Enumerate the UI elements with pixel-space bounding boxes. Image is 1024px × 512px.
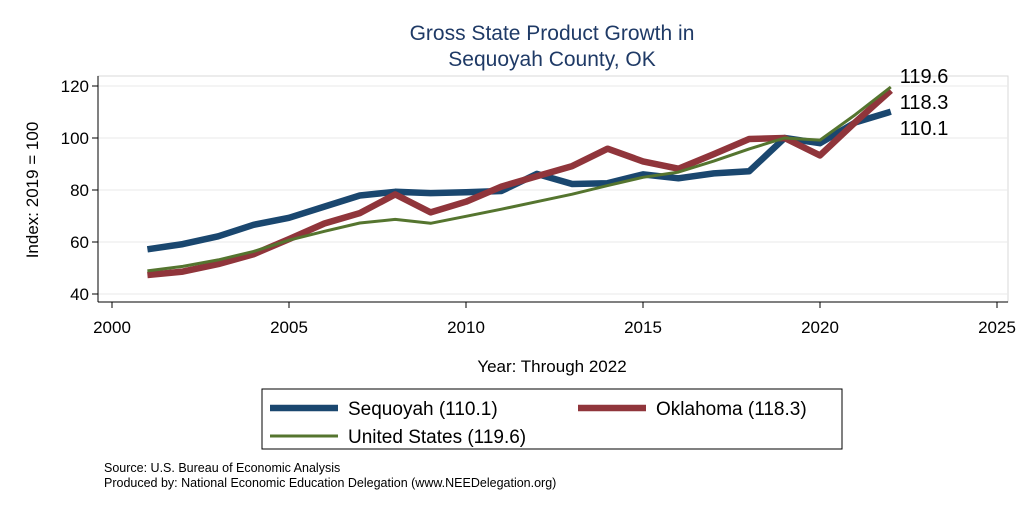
source-note: Source: U.S. Bureau of Economic Analysis — [104, 461, 340, 475]
legend-box — [261, 388, 843, 450]
x-tick-label-2005: 2005 — [270, 318, 308, 337]
y-tick-label-60: 60 — [70, 233, 89, 252]
y-tick-label-40: 40 — [70, 285, 89, 304]
x-axis-title: Year: Through 2022 — [477, 357, 626, 376]
x-tick-label-2025: 2025 — [978, 318, 1016, 337]
x-tick-label-2015: 2015 — [624, 318, 662, 337]
x-tick-label-2020: 2020 — [801, 318, 839, 337]
end-label-sequoyah: 110.1 — [900, 118, 949, 140]
y-tick-label-100: 100 — [61, 129, 89, 148]
y-tick-label-80: 80 — [70, 181, 89, 200]
legend-label-oklahoma: Oklahoma (118.3) — [656, 399, 807, 420]
series-layer — [146, 85, 893, 279]
end-label-united-states: 119.6 — [900, 66, 949, 88]
end-labels: 119.6 118.3 110.1 — [900, 66, 949, 140]
legend-label-sequoyah: Sequoyah (110.1) — [348, 399, 498, 420]
x-tick-label-2000: 2000 — [93, 318, 131, 337]
produced-by-note: Produced by: National Economic Education… — [104, 476, 556, 490]
series-line-united-states — [147, 85, 892, 273]
legend-label-united-states: United States (119.6) — [348, 427, 526, 448]
end-label-oklahoma: 118.3 — [900, 92, 949, 114]
legend: Sequoyah (110.1) Oklahoma (118.3) United S… — [261, 388, 843, 450]
x-tick-label-2010: 2010 — [447, 318, 485, 337]
chart-title-line-2: Sequoyah County, OK — [448, 48, 655, 71]
y-tick-label-120: 120 — [61, 77, 89, 96]
chart-title-line-1: Gross State Product Growth in — [410, 22, 695, 45]
x-axis: 2000 2005 2010 2015 2020 2025 — [93, 301, 1016, 337]
y-axis-title: Index: 2019 = 100 — [23, 122, 42, 259]
y-axis: 40 60 80 100 120 — [61, 76, 99, 304]
gridlines — [98, 85, 1008, 295]
